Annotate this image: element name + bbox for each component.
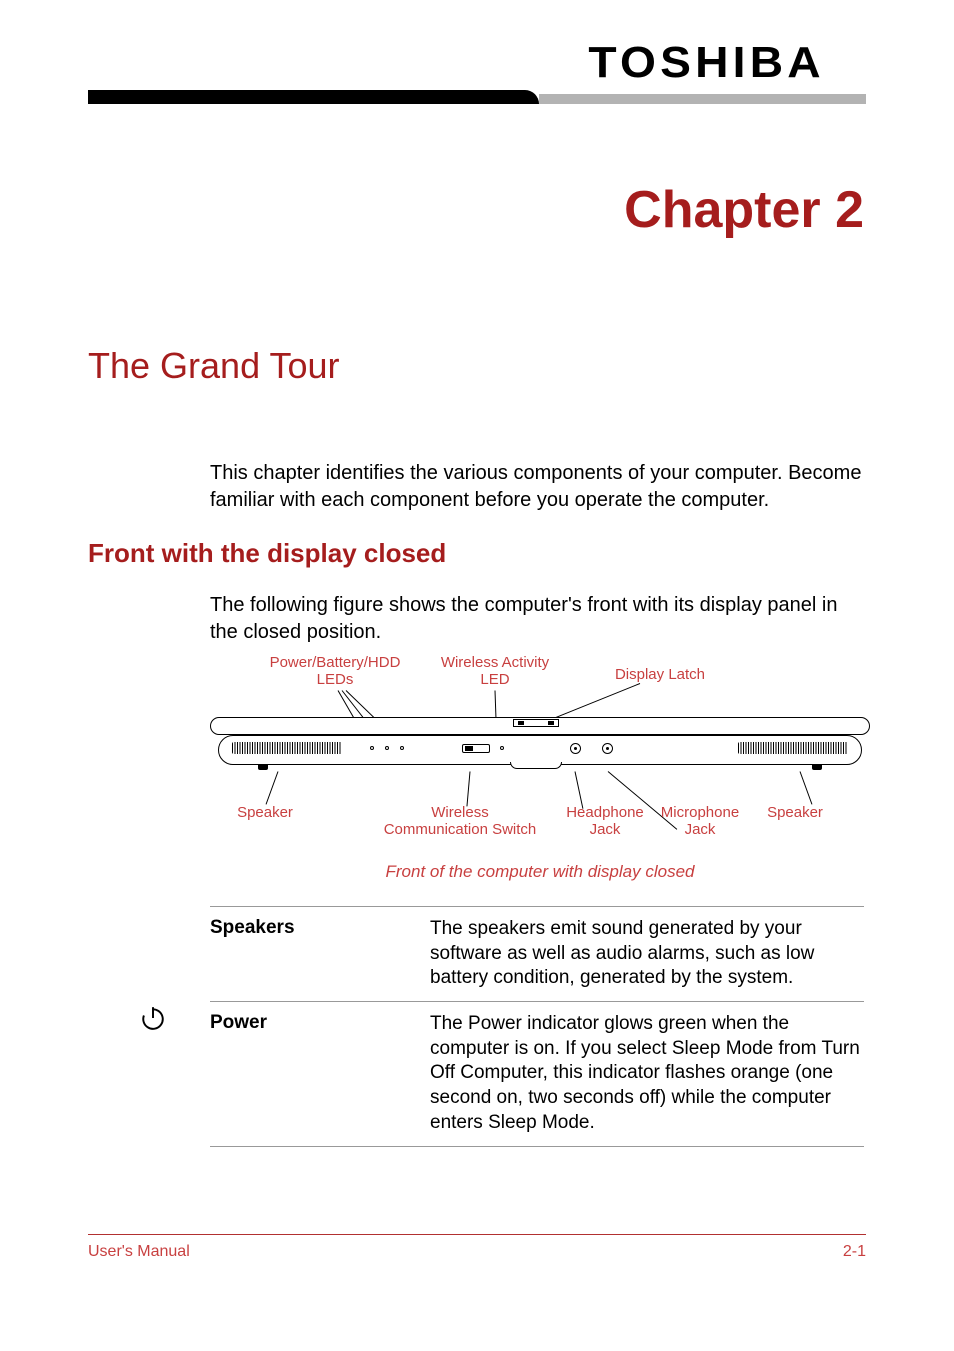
label-headphone-jack: Headphone Jack <box>555 805 655 838</box>
term-speakers: Speakers <box>210 917 430 991</box>
label-wireless-led: Wireless Activity LED <box>430 655 560 688</box>
page-footer: User's Manual 2-1 <box>88 1234 866 1261</box>
chapter-title: Chapter 2 <box>624 180 864 240</box>
component-table: Speakers The speakers emit sound generat… <box>210 906 864 1147</box>
term-power: Power <box>210 1012 430 1135</box>
figure-caption: Front of the computer with display close… <box>210 862 870 882</box>
subsection-title: Front with the display closed <box>88 538 446 569</box>
label-wireless-switch: Wireless Communication Switch <box>370 805 550 838</box>
table-row: Speakers The speakers emit sound generat… <box>210 907 864 1002</box>
intro-paragraph: This chapter identifies the various comp… <box>210 460 864 514</box>
label-microphone-jack: Microphone Jack <box>650 805 750 838</box>
desc-speakers: The speakers emit sound generated by you… <box>430 917 864 991</box>
header-rule <box>88 90 866 104</box>
label-speaker-right: Speaker <box>755 805 835 822</box>
section-title: The Grand Tour <box>88 345 339 387</box>
label-power-leds: Power/Battery/HDD LEDs <box>265 655 405 688</box>
footer-page-number: 2-1 <box>843 1243 866 1261</box>
brand-logo: TOSHIBA <box>588 38 824 88</box>
subsection-paragraph: The following figure shows the computer'… <box>210 592 864 646</box>
power-icon <box>140 1005 166 1031</box>
table-row: Power The Power indicator glows green wh… <box>210 1002 864 1146</box>
desc-power: The Power indicator glows green when the… <box>430 1012 864 1135</box>
laptop-front-diagram: Power/Battery/HDD LEDs Wireless Activity… <box>210 655 870 835</box>
label-display-latch: Display Latch <box>605 667 715 684</box>
laptop-illustration <box>210 717 870 772</box>
label-speaker-left: Speaker <box>225 805 305 822</box>
footer-left: User's Manual <box>88 1243 190 1261</box>
